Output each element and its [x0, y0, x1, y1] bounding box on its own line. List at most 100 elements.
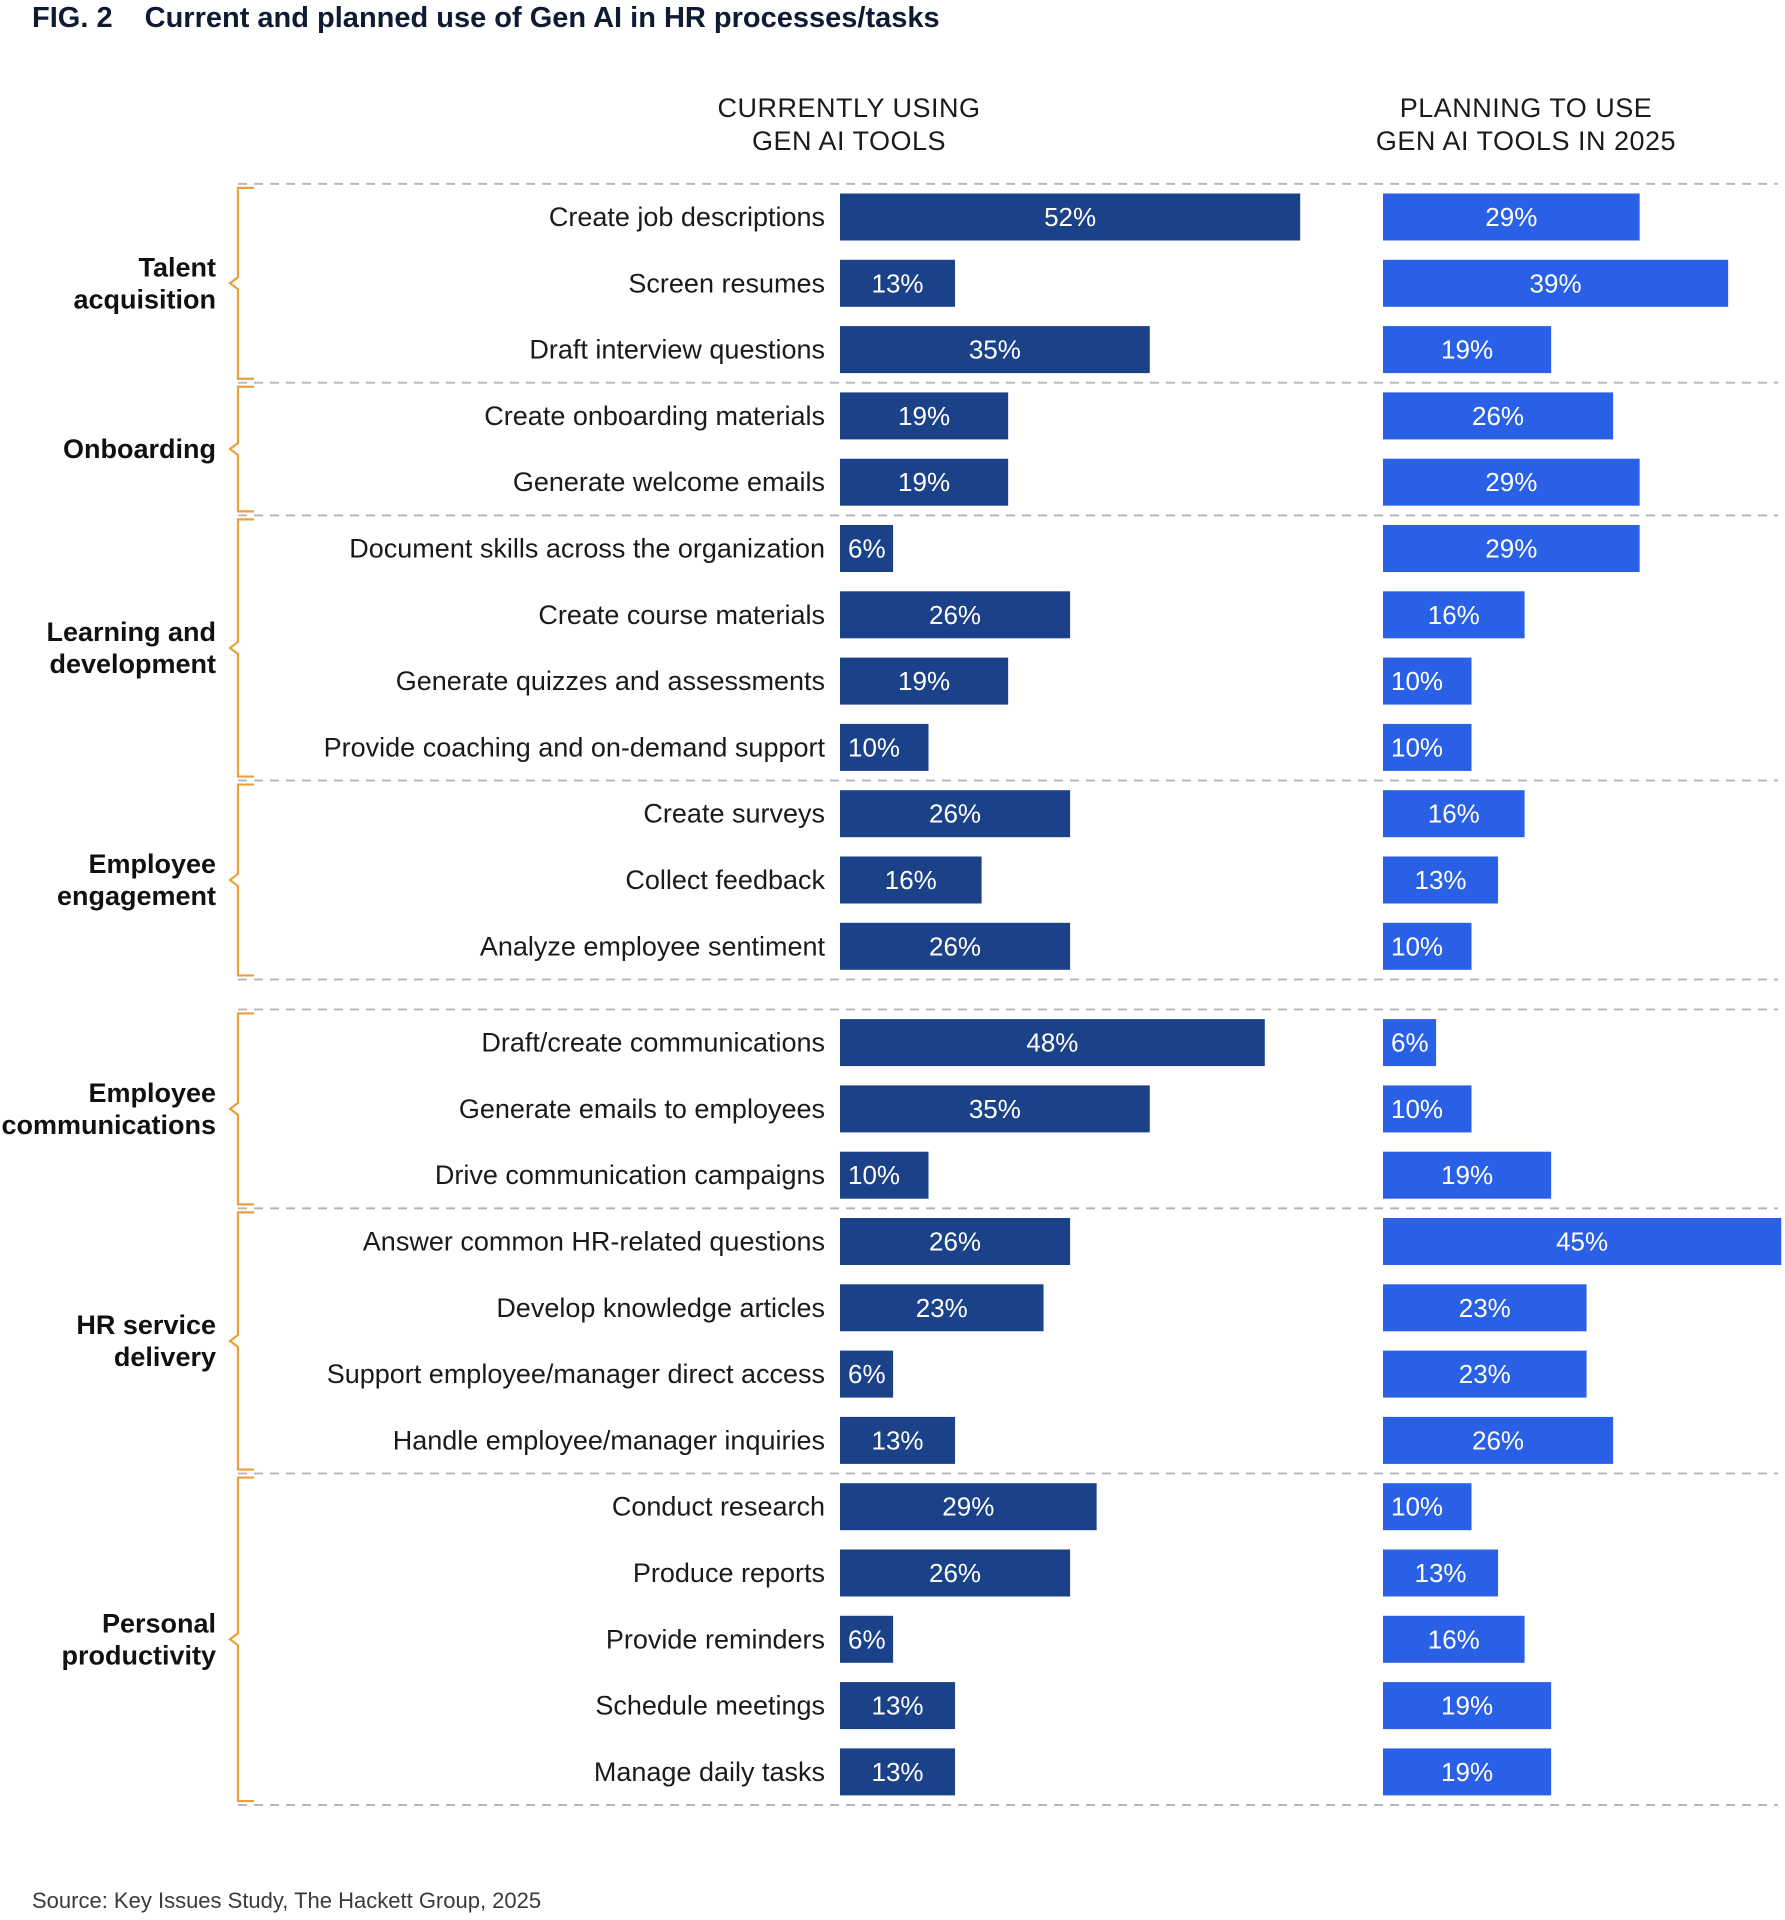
current-value-label: 16% — [885, 865, 937, 895]
current-bar — [840, 1549, 1071, 1597]
group-bracket — [228, 1211, 254, 1471]
task-label: Create course materials — [538, 600, 825, 630]
planned-bar — [1383, 1549, 1499, 1597]
current-bar — [840, 1682, 956, 1730]
planned-bar — [1383, 657, 1472, 705]
current-value-label: 19% — [898, 666, 950, 696]
planned-bar — [1383, 193, 1640, 241]
current-value-label: 26% — [929, 1558, 981, 1588]
group-bracket — [228, 1012, 254, 1206]
current-bar — [840, 1284, 1044, 1332]
planned-bar — [1383, 1019, 1437, 1067]
current-value-label: 6% — [848, 534, 886, 564]
planned-bar — [1383, 723, 1472, 771]
current-value-label: 52% — [1044, 202, 1096, 232]
planned-bar — [1383, 1085, 1472, 1133]
current-bar — [840, 392, 1009, 440]
task-label: Document skills across the organization — [349, 534, 825, 564]
task-label: Manage daily tasks — [594, 1757, 825, 1787]
group-bracket — [228, 186, 254, 380]
task-label: Develop knowledge articles — [496, 1293, 825, 1323]
planned-column-header-line-2: GEN AI TOOLS IN 2025 — [1376, 126, 1676, 156]
planned-value-label: 26% — [1472, 401, 1524, 431]
group-label-line: productivity — [61, 1640, 216, 1670]
task-label: Analyze employee sentiment — [480, 931, 826, 961]
task-label: Support employee/manager direct access — [327, 1359, 825, 1389]
current-value-label: 6% — [848, 1359, 886, 1389]
planned-bar — [1383, 1615, 1525, 1663]
task-label: Collect feedback — [625, 865, 825, 895]
current-value-label: 35% — [969, 335, 1021, 365]
planned-value-label: 10% — [1391, 931, 1443, 961]
group-label-line: Talent — [138, 252, 216, 282]
current-value-label: 26% — [929, 799, 981, 829]
planned-value-label: 10% — [1391, 1492, 1443, 1522]
current-value-label: 19% — [898, 467, 950, 497]
task-label: Screen resumes — [628, 268, 825, 298]
planned-bar — [1383, 1350, 1587, 1398]
planned-value-label: 13% — [1415, 1558, 1467, 1588]
task-label: Handle employee/manager inquiries — [393, 1425, 825, 1455]
current-bar — [840, 591, 1071, 639]
planned-value-label: 16% — [1428, 600, 1480, 630]
planned-value-label: 19% — [1441, 1691, 1493, 1721]
group-label-line: development — [49, 649, 216, 679]
planned-bar — [1383, 1284, 1587, 1332]
planned-bar — [1383, 1682, 1552, 1730]
planned-value-label: 26% — [1472, 1425, 1524, 1455]
current-bar — [840, 525, 894, 572]
group-label-line: Employee — [88, 1078, 216, 1108]
current-bar — [840, 1151, 929, 1199]
current-bar — [840, 1085, 1150, 1133]
task-label: Schedule meetings — [595, 1691, 825, 1721]
current-bar — [840, 458, 1009, 506]
group-label-line: Personal — [102, 1608, 216, 1638]
current-bar — [840, 193, 1301, 241]
current-value-label: 13% — [872, 1757, 924, 1787]
current-value-label: 26% — [929, 931, 981, 961]
current-column-header-line-1: CURRENTLY USING — [717, 93, 980, 123]
planned-bar — [1383, 392, 1614, 440]
task-label: Provide coaching and on-demand support — [324, 732, 826, 762]
current-bar — [840, 259, 956, 307]
planned-value-label: 13% — [1415, 865, 1467, 895]
planned-value-label: 29% — [1485, 534, 1537, 564]
current-value-label: 13% — [872, 1691, 924, 1721]
planned-value-label: 39% — [1530, 268, 1582, 298]
group-bracket — [228, 783, 254, 977]
current-value-label: 6% — [848, 1624, 886, 1654]
group-label-line: Employee — [88, 849, 216, 879]
planned-bar — [1383, 922, 1472, 970]
planned-bar — [1383, 591, 1525, 639]
current-bar — [840, 922, 1071, 970]
figure-label: FIG. 2 — [32, 2, 113, 34]
planned-bar — [1383, 1151, 1552, 1199]
group-label-line: engagement — [57, 881, 216, 911]
planned-value-label: 10% — [1391, 1094, 1443, 1124]
group-label-line: HR service — [76, 1310, 216, 1340]
source-note: Source: Key Issues Study, The Hackett Gr… — [32, 1888, 541, 1913]
planned-bar — [1383, 1218, 1782, 1265]
task-label: Drive communication campaigns — [435, 1160, 825, 1190]
planned-bar — [1383, 525, 1640, 572]
task-label: Create surveys — [643, 799, 825, 829]
figure-title-text: Current and planned use of Gen AI in HR … — [145, 2, 940, 34]
task-label: Produce reports — [633, 1558, 825, 1588]
planned-bar — [1383, 1483, 1472, 1531]
group-bracket — [228, 385, 254, 513]
planned-bar — [1383, 326, 1552, 374]
planned-value-label: 23% — [1459, 1359, 1511, 1389]
task-label: Create onboarding materials — [484, 401, 825, 431]
group-label-line: acquisition — [73, 284, 216, 314]
current-bar — [840, 790, 1071, 838]
group-bracket — [228, 518, 254, 778]
current-bar — [840, 1483, 1097, 1531]
planned-value-label: 6% — [1391, 1028, 1429, 1058]
planned-value-label: 10% — [1391, 732, 1443, 762]
task-label: Generate welcome emails — [513, 467, 825, 497]
current-bar — [840, 326, 1150, 374]
task-label: Conduct research — [612, 1492, 825, 1522]
planned-value-label: 19% — [1441, 1757, 1493, 1787]
current-value-label: 23% — [916, 1293, 968, 1323]
